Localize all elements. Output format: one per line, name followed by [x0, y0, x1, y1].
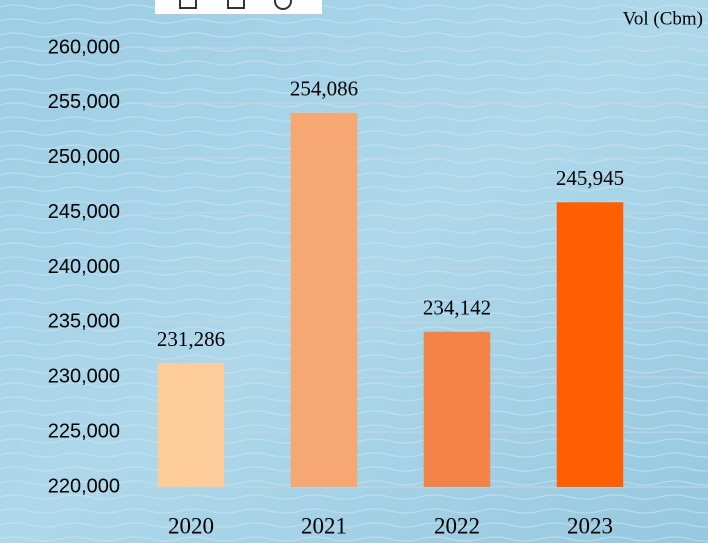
bar — [424, 332, 491, 487]
data-label: 245,945 — [556, 166, 624, 190]
bar — [557, 202, 624, 487]
y-tick-label: 260,000 — [48, 36, 120, 58]
data-label: 231,286 — [157, 327, 225, 351]
data-label: 254,086 — [290, 77, 358, 101]
data-label: 234,142 — [423, 296, 491, 320]
chart: Vol (Cbm) 220,000 225,000 230,000 235,000 24… — [0, 0, 708, 543]
y-tick-label: 225,000 — [48, 420, 120, 442]
toolbar — [155, 0, 322, 14]
x-tick-label: 2020 — [168, 513, 214, 538]
bar — [291, 113, 358, 487]
x-tick-label: 2021 — [301, 513, 347, 538]
axis-label: Vol (Cbm) — [623, 8, 703, 29]
y-tick-label: 255,000 — [48, 91, 120, 113]
y-tick-label: 235,000 — [48, 311, 120, 333]
y-tick-label: 245,000 — [48, 201, 120, 223]
y-tick-label: 250,000 — [48, 146, 120, 168]
x-tick-label: 2023 — [567, 513, 613, 538]
y-tick-label: 240,000 — [48, 256, 120, 278]
y-tick-label: 220,000 — [48, 475, 120, 497]
bar — [158, 363, 225, 487]
x-tick-label: 2022 — [434, 513, 480, 538]
y-tick-label: 230,000 — [48, 366, 120, 388]
